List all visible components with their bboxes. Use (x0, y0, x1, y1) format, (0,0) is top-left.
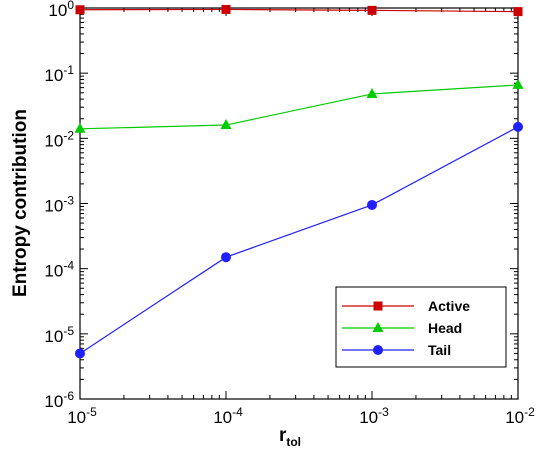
tail-data-point (513, 121, 523, 132)
head-series-line (79, 84, 519, 130)
x-tick-label: 10-5 (67, 405, 97, 427)
active-data-point (221, 4, 231, 14)
x-tick-label-exponent: -5 (86, 405, 97, 419)
x-tick-label: 10-2 (505, 405, 535, 427)
y-tick-label-exponent: -2 (63, 128, 74, 142)
head-data-point (512, 78, 524, 89)
x-tick-label: 10-4 (213, 405, 243, 427)
x-axis-title-subscript: tol (286, 435, 301, 446)
legend-label-head: Head (428, 320, 462, 336)
y-tick-label-base: 10 (44, 131, 63, 150)
active-series-line (79, 8, 519, 13)
x-tick-label-base: 10 (505, 408, 524, 427)
y-tick-label: 10-5 (44, 324, 74, 346)
x-tick-label-exponent: -3 (378, 405, 389, 419)
x-tick-label-exponent: -2 (524, 405, 535, 419)
legend-label-tail: Tail (428, 342, 451, 358)
y-tick-label-base: 10 (44, 262, 63, 281)
x-axis-title: rtol (279, 425, 301, 446)
head-data-point (220, 119, 232, 130)
y-tick-label-exponent: -1 (63, 63, 74, 77)
x-tick-label-base: 10 (359, 408, 378, 427)
head-data-point (74, 122, 86, 133)
tail-data-point (75, 348, 85, 359)
y-tick-label-exponent: -5 (63, 324, 74, 338)
y-tick-label: 10-4 (44, 259, 74, 281)
y-tick-label-exponent: -4 (63, 259, 74, 273)
series-layer (74, 4, 524, 359)
legend-marker-active (373, 301, 383, 311)
active-data-point (513, 7, 523, 17)
active-data-point (367, 5, 377, 15)
y-tick-label: 10-6 (44, 389, 74, 411)
axis-ticks: 10-5 10-4 10-3 10-210-610-510-410-310-210-1… (44, 0, 535, 427)
y-tick-label-base: 10 (44, 392, 63, 411)
x-tick-label-base: 10 (213, 408, 232, 427)
y-tick-label: 10-2 (44, 128, 74, 150)
y-axis-title: Entropy contribution (10, 109, 31, 297)
y-tick-label: 10-3 (44, 194, 74, 216)
legend-marker-head (372, 322, 384, 332)
tail-data-point (367, 199, 377, 210)
y-tick-label-base: 10 (48, 1, 67, 20)
y-tick-label-base: 10 (44, 327, 63, 346)
active-data-point (75, 5, 85, 15)
y-tick-label-base: 10 (44, 66, 63, 85)
x-tick-label-exponent: -4 (232, 405, 243, 419)
x-tick-label: 10-3 (359, 405, 389, 427)
tail-series-line (79, 126, 519, 354)
tail-data-point (221, 252, 231, 263)
x-tick-label-base: 10 (67, 408, 86, 427)
y-tick-label-base: 10 (44, 197, 63, 216)
y-tick-label-exponent: -6 (63, 389, 74, 403)
legend-label-active: Active (428, 298, 470, 314)
y-tick-label: 10-1 (44, 63, 74, 85)
y-tick-label-exponent: 0 (67, 0, 74, 12)
legend-box (335, 286, 507, 368)
x-axis-title-main: r (279, 425, 287, 446)
legend: Active Head Tail (335, 286, 507, 368)
legend-marker-tail (373, 345, 383, 355)
head-data-point (366, 87, 378, 98)
y-tick-label-exponent: -3 (63, 194, 74, 208)
y-tick-label: 100 (48, 0, 74, 20)
